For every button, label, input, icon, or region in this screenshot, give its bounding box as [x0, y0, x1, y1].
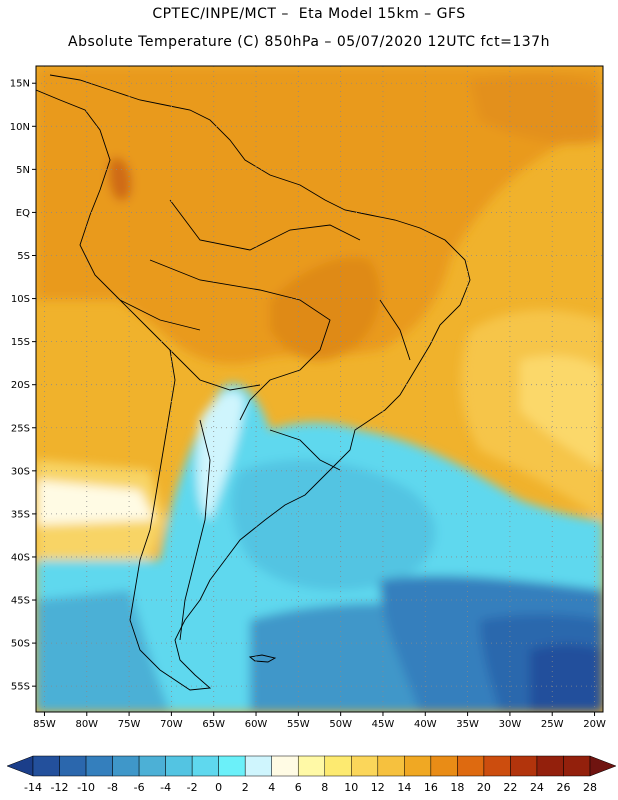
legend-swatch: [191, 755, 219, 777]
map-frame: [35, 65, 604, 713]
legend-label: -14: [24, 781, 42, 794]
legend-swatch: [457, 755, 485, 777]
legend-label: 20: [477, 781, 491, 794]
legend-label: 24: [530, 781, 544, 794]
lat-label: 15S: [11, 337, 30, 348]
legend-swatch: [563, 755, 591, 777]
legend-swatch: [165, 755, 193, 777]
lat-label: 5S: [17, 251, 30, 262]
lon-label: 75W: [118, 719, 141, 730]
legend-arrow-high: [589, 755, 617, 777]
legend-label: 28: [583, 781, 597, 794]
lon-label: 70W: [160, 719, 183, 730]
legend-label: 12: [371, 781, 385, 794]
lat-label: 25S: [11, 423, 30, 434]
lon-label: 45W: [372, 719, 395, 730]
lat-label: 30S: [11, 466, 30, 477]
legend-swatch: [377, 755, 405, 777]
legend-label: -12: [51, 781, 69, 794]
legend-label: 14: [397, 781, 411, 794]
legend-label: 18: [450, 781, 464, 794]
lon-label: 65W: [202, 719, 225, 730]
lon-label: 20W: [583, 719, 606, 730]
legend-swatch: [483, 755, 511, 777]
map-title-line1: CPTEC/INPE/MCT – Eta Model 15km – GFS: [152, 6, 466, 22]
legend-swatch: [404, 755, 432, 777]
lon-label: 35W: [456, 719, 479, 730]
lat-label: 35S: [11, 509, 30, 520]
legend-label: 0: [215, 781, 222, 794]
lat-label: 45S: [11, 596, 30, 607]
legend-swatch: [297, 755, 326, 777]
legend-label: -4: [160, 781, 171, 794]
legend-swatch: [85, 755, 113, 777]
lon-label: 25W: [541, 719, 564, 730]
legend-swatch: [271, 755, 299, 777]
lat-label: 55S: [11, 682, 30, 693]
map-title-line2: Absolute Temperature (C) 850hPa – 05/07/…: [68, 34, 550, 50]
lon-label: 55W: [287, 719, 310, 730]
coastlines: [36, 74, 471, 691]
legend-arrow-low: [6, 755, 34, 777]
legend-swatch: [218, 755, 246, 777]
lat-label: EQ: [16, 208, 30, 219]
legend-swatch: [351, 755, 379, 777]
legend-swatch: [510, 755, 538, 777]
lat-label: 10S: [11, 294, 30, 305]
legend-label: 26: [556, 781, 570, 794]
lon-label: 40W: [414, 719, 437, 730]
legend-swatch: [112, 755, 140, 777]
lon-label: 85W: [33, 719, 56, 730]
temperature-field: [36, 66, 603, 712]
legend-label: 16: [424, 781, 438, 794]
legend-label: 8: [321, 781, 328, 794]
lon-label: 80W: [75, 719, 98, 730]
color-scale-legend: -14 -12 -10 -8 -6 -4 -2 0 2 4 6 8 10 12 14 16 18 20 22 24 26…: [6, 755, 617, 794]
lon-label: 30W: [499, 719, 522, 730]
legend-label: 4: [268, 781, 275, 794]
legend-swatch: [244, 755, 272, 777]
legend-swatch: [59, 755, 87, 777]
lat-label: 10N: [10, 122, 30, 133]
legend-label: -2: [187, 781, 198, 794]
temperature-map: 15N 10N 5N EQ 5S 10S 15S 20S 25S 30S 35S 40S 45S 50S 5…: [10, 65, 606, 730]
latitude-labels: 15N 10N 5N EQ 5S 10S 15S 20S 25S 30S 35S 40S 45S 50S 5…: [10, 79, 36, 693]
legend-swatch: [138, 755, 166, 777]
legend-label: 10: [344, 781, 358, 794]
legend-swatch: [536, 755, 564, 777]
legend-label: -10: [77, 781, 95, 794]
lon-label: 50W: [329, 719, 352, 730]
legend-swatch: [430, 755, 458, 777]
legend-label: -6: [134, 781, 145, 794]
lon-label: 60W: [245, 719, 268, 730]
lat-label: 40S: [11, 552, 30, 563]
legend-label: 2: [242, 781, 249, 794]
longitude-labels: 85W 80W 75W 70W 65W 60W 55W 50W 45W 40W 35W 30W 25W 2…: [33, 712, 606, 730]
legend-label: 6: [295, 781, 302, 794]
lat-label: 5N: [16, 165, 30, 176]
legend-label: 22: [503, 781, 517, 794]
lat-label: 15N: [10, 79, 30, 90]
legend-swatch: [32, 755, 60, 777]
lat-label: 20S: [11, 380, 30, 391]
lat-label: 50S: [11, 639, 30, 650]
legend-swatch: [324, 755, 352, 777]
legend-label: -8: [107, 781, 118, 794]
